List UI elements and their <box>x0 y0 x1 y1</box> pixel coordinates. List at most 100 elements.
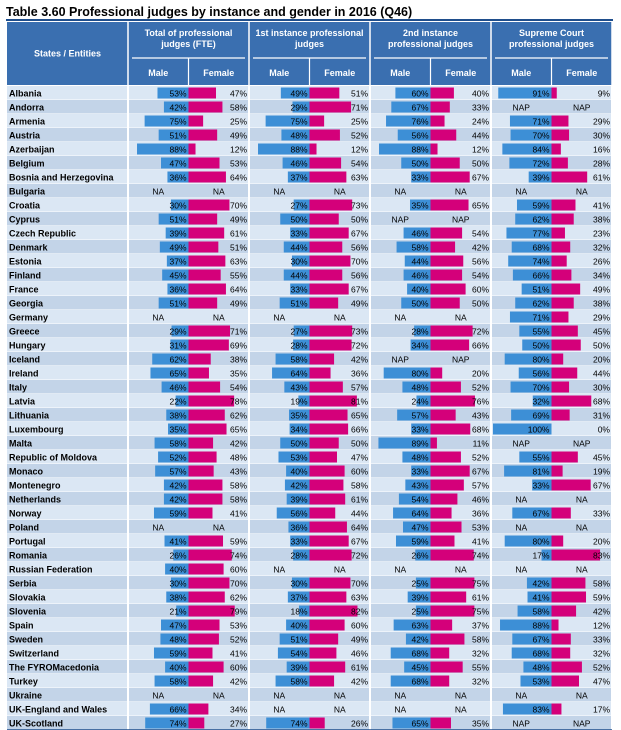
male-value-label: 31% <box>169 340 186 350</box>
female-bar <box>188 591 225 603</box>
female-value-label: 25% <box>351 116 368 126</box>
male-bar <box>395 87 431 99</box>
male-value-label: 41% <box>169 536 186 546</box>
male-value-label: 26% <box>169 550 186 560</box>
female-value-label: 43% <box>472 410 489 420</box>
male-bar <box>390 647 431 659</box>
male-value-label: 33% <box>532 480 549 490</box>
female-bar <box>188 479 223 491</box>
male-bar <box>167 283 189 295</box>
female-bar <box>551 591 587 603</box>
row-label: Ireland <box>9 369 39 379</box>
female-value-label: NA <box>213 522 225 532</box>
row-label: UK-Scotland <box>9 719 63 729</box>
male-bar <box>283 241 310 253</box>
male-value-label: 39% <box>290 662 307 672</box>
female-value-label: 41% <box>230 648 247 658</box>
male-bar <box>157 87 189 99</box>
male-value-label: 58% <box>411 242 428 252</box>
male-value-label: 55% <box>532 326 549 336</box>
male-bar <box>411 465 431 477</box>
female-bar <box>430 633 465 645</box>
female-bar <box>551 395 592 407</box>
row-label: Greece <box>9 327 40 337</box>
female-bar <box>188 409 225 421</box>
male-value-label: 75% <box>169 116 186 126</box>
female-bar <box>188 87 216 99</box>
female-value-label: 72% <box>351 550 368 560</box>
female-value-label: 66% <box>351 424 368 434</box>
male-value-label: 40% <box>411 284 428 294</box>
female-value-label: 70% <box>230 200 247 210</box>
female-bar <box>188 661 224 673</box>
male-bar <box>512 507 552 519</box>
female-bar <box>309 87 340 99</box>
sub-column-header: Female <box>566 68 597 78</box>
female-value-label: 52% <box>472 382 489 392</box>
female-bar <box>430 591 467 603</box>
female-value-label: 30% <box>593 382 610 392</box>
female-bar <box>551 339 581 351</box>
female-value-label: 78% <box>230 396 247 406</box>
female-bar <box>188 367 209 379</box>
female-value-label: 45% <box>593 326 610 336</box>
male-bar <box>165 227 189 239</box>
male-bar <box>393 507 431 519</box>
female-value-label: 53% <box>230 158 247 168</box>
female-value-label: NAP <box>452 214 470 224</box>
male-bar <box>155 465 189 477</box>
row-label: Netherlands <box>9 495 61 505</box>
table-title: Table 3.60 Professional judges by instan… <box>6 5 413 19</box>
male-value-label: 64% <box>290 368 307 378</box>
female-value-label: NA <box>455 186 467 196</box>
male-bar <box>145 717 189 729</box>
male-bar <box>393 619 431 631</box>
male-value-label: 50% <box>411 158 428 168</box>
male-bar <box>504 465 552 477</box>
male-bar <box>523 661 552 673</box>
column-group-header: judges <box>294 39 324 49</box>
female-value-label: NA <box>334 690 346 700</box>
male-bar <box>511 409 552 421</box>
male-value-label: 70% <box>532 382 549 392</box>
male-value-label: 69% <box>532 410 549 420</box>
male-bar <box>168 423 189 435</box>
female-value-label: 28% <box>593 158 610 168</box>
male-value-label: 57% <box>169 466 186 476</box>
female-bar <box>430 283 466 295</box>
male-bar <box>401 297 431 309</box>
male-value-label: 44% <box>411 256 428 266</box>
male-bar <box>161 619 189 631</box>
female-bar <box>188 129 218 141</box>
row-label: Czech Republic <box>9 229 76 239</box>
female-value-label: 67% <box>472 466 489 476</box>
male-value-label: 33% <box>411 424 428 434</box>
male-value-label: 68% <box>411 648 428 658</box>
male-bar <box>286 661 310 673</box>
female-value-label: 31% <box>593 410 610 420</box>
male-bar <box>415 549 431 561</box>
female-value-label: NAP <box>573 102 591 112</box>
female-value-label: 54% <box>351 158 368 168</box>
male-bar <box>410 199 431 211</box>
female-value-label: 71% <box>351 102 368 112</box>
female-value-label: 65% <box>351 410 368 420</box>
male-value-label: 71% <box>532 116 549 126</box>
female-bar <box>309 101 352 113</box>
female-value-label: 65% <box>230 424 247 434</box>
male-value-label: 54% <box>290 648 307 658</box>
female-bar <box>430 115 445 127</box>
female-value-label: 52% <box>593 662 610 672</box>
female-bar <box>551 549 601 561</box>
female-value-label: NA <box>455 312 467 322</box>
male-value-label: 33% <box>411 466 428 476</box>
male-value-label: 50% <box>532 340 549 350</box>
male-value-label: 37% <box>169 256 186 266</box>
female-bar <box>309 451 337 463</box>
female-value-label: 59% <box>230 536 247 546</box>
female-bar <box>430 129 457 141</box>
male-bar <box>502 143 552 155</box>
male-value-label: 28% <box>290 550 307 560</box>
male-bar <box>404 661 431 673</box>
female-bar <box>430 143 438 155</box>
